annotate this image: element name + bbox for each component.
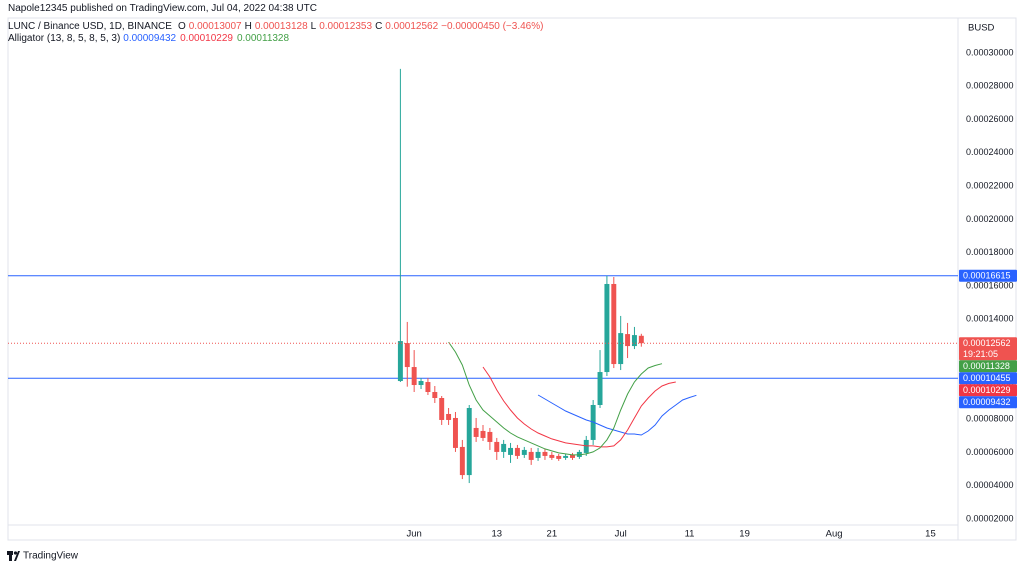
- x-tick-label: 19: [739, 529, 750, 540]
- y-tick-label: 0.00026000: [966, 114, 1014, 124]
- price-tag-label: 0.00009432: [963, 397, 1011, 407]
- candle-body: [638, 335, 644, 344]
- candle-body: [411, 367, 417, 386]
- y-tick-label: 0.00006000: [966, 447, 1014, 457]
- logo-part: [7, 551, 13, 555]
- candle-body: [625, 334, 631, 347]
- candle-body: [631, 335, 637, 347]
- candle-body: [480, 430, 486, 438]
- y-tick-label: 0.00016000: [966, 280, 1014, 290]
- footer-brand: TradingView: [23, 551, 79, 562]
- currency-label: BUSD: [968, 23, 995, 34]
- ohlc-value: 0.00012562: [385, 21, 439, 32]
- x-tick-label: 13: [491, 529, 502, 540]
- y-tick-label: 0.00004000: [966, 480, 1014, 490]
- candle-body: [397, 341, 403, 382]
- legend-row: LUNC / Binance USD, 1D, BINANCE O 0.00013…: [8, 21, 543, 32]
- y-tick-label: 0.00022000: [966, 180, 1014, 190]
- price-tag-label: 0.00016615: [963, 271, 1011, 281]
- candle-body: [542, 451, 548, 456]
- countdown-label: 19:21:05: [963, 349, 998, 359]
- indicator-value: 0.00009432: [123, 33, 177, 44]
- logo-part: [9, 555, 12, 561]
- candle-body: [418, 381, 424, 386]
- price-tag-label: 0.00010455: [963, 373, 1011, 383]
- ohlc-value: 0.00012353: [319, 21, 373, 32]
- candle-body: [618, 333, 624, 365]
- price-tag-label: 0.00010229: [963, 385, 1011, 395]
- candle-body: [528, 451, 534, 460]
- symbol-title: LUNC / Binance USD, 1D, BINANCE: [8, 21, 172, 32]
- ohlc-letter: L: [310, 21, 317, 32]
- candle-body: [611, 283, 617, 365]
- y-tick-label: 0.00030000: [966, 47, 1014, 57]
- logo-part: [13, 551, 18, 555]
- x-tick-label: Jul: [615, 529, 627, 540]
- y-tick-label: 0.00008000: [966, 414, 1014, 424]
- y-tick-label: 0.00024000: [966, 147, 1014, 157]
- candle-body: [501, 443, 507, 452]
- candle-body: [570, 454, 575, 458]
- price-tag: [959, 372, 1017, 385]
- candle-body: [556, 455, 562, 459]
- candle-body: [446, 413, 452, 420]
- price-tag: [959, 384, 1017, 397]
- candle-body: [604, 283, 610, 373]
- indicator-value: 0.00010229: [180, 33, 233, 44]
- price-tag: [959, 360, 1017, 373]
- candle-body: [494, 441, 500, 452]
- candle-body: [432, 392, 438, 399]
- candle-body: [439, 398, 445, 420]
- indicator-values: 0.00009432 0.00010229 0.00011328: [123, 33, 289, 44]
- candle-body: [425, 382, 431, 393]
- indicator-value: 0.00011328: [236, 33, 290, 44]
- ohlc-letter: C: [375, 21, 383, 32]
- price-tag: [959, 269, 1017, 282]
- candle-body: [459, 446, 465, 476]
- y-tick-label: 0.00014000: [966, 314, 1014, 324]
- ohlc-value: 0.00013128: [254, 21, 308, 32]
- x-tick-label: Jun: [406, 529, 421, 540]
- publish-note: Napole12345 published on TradingView.com…: [8, 3, 317, 14]
- candle-body: [473, 427, 479, 437]
- x-tick-label: 11: [685, 529, 695, 540]
- candle-body: [508, 447, 514, 455]
- candle-body: [514, 447, 520, 456]
- candle-body: [521, 449, 527, 455]
- indicator-name: Alligator (13, 8, 5, 8, 5, 3): [8, 33, 121, 44]
- price-tag: [959, 337, 1017, 361]
- candle-body: [597, 372, 603, 405]
- ohlc-letter: O: [177, 21, 186, 32]
- y-tick-label: 0.00028000: [966, 81, 1014, 91]
- candle-body: [549, 454, 555, 458]
- ohlc-letter: H: [244, 21, 252, 32]
- ohlc-value: 0.00013007: [188, 21, 242, 32]
- price-tag-label: 0.00011328: [963, 361, 1010, 371]
- indicator-line: [537, 394, 697, 436]
- price-tag-label: 0.00012562: [963, 338, 1011, 348]
- y-tick-label: 0.00018000: [966, 247, 1014, 257]
- candle-body: [583, 439, 589, 453]
- footer-logo: [7, 551, 20, 561]
- x-tick-label: Aug: [826, 529, 843, 540]
- indicator-line: [448, 341, 663, 456]
- indicator-line: [482, 366, 676, 448]
- candle-body: [487, 431, 493, 442]
- change-label: −0.00000450 (−3.46%): [441, 21, 544, 32]
- candle-body: [535, 451, 541, 458]
- candle-body: [466, 407, 472, 476]
- candle-body: [452, 417, 458, 448]
- y-tick-label: 0.00002000: [966, 513, 1014, 523]
- candle-body: [404, 343, 410, 368]
- logo-part: [14, 551, 20, 561]
- candle-body: [563, 455, 569, 458]
- x-tick-label: 21: [547, 529, 558, 540]
- price-tag: [959, 396, 1017, 409]
- chart-frame: [7, 17, 1017, 541]
- y-tick-label: 0.00020000: [966, 214, 1014, 224]
- x-tick-label: 15: [925, 529, 936, 540]
- indicator-legend: Alligator (13, 8, 5, 8, 5, 3) 0.00009432…: [8, 33, 289, 44]
